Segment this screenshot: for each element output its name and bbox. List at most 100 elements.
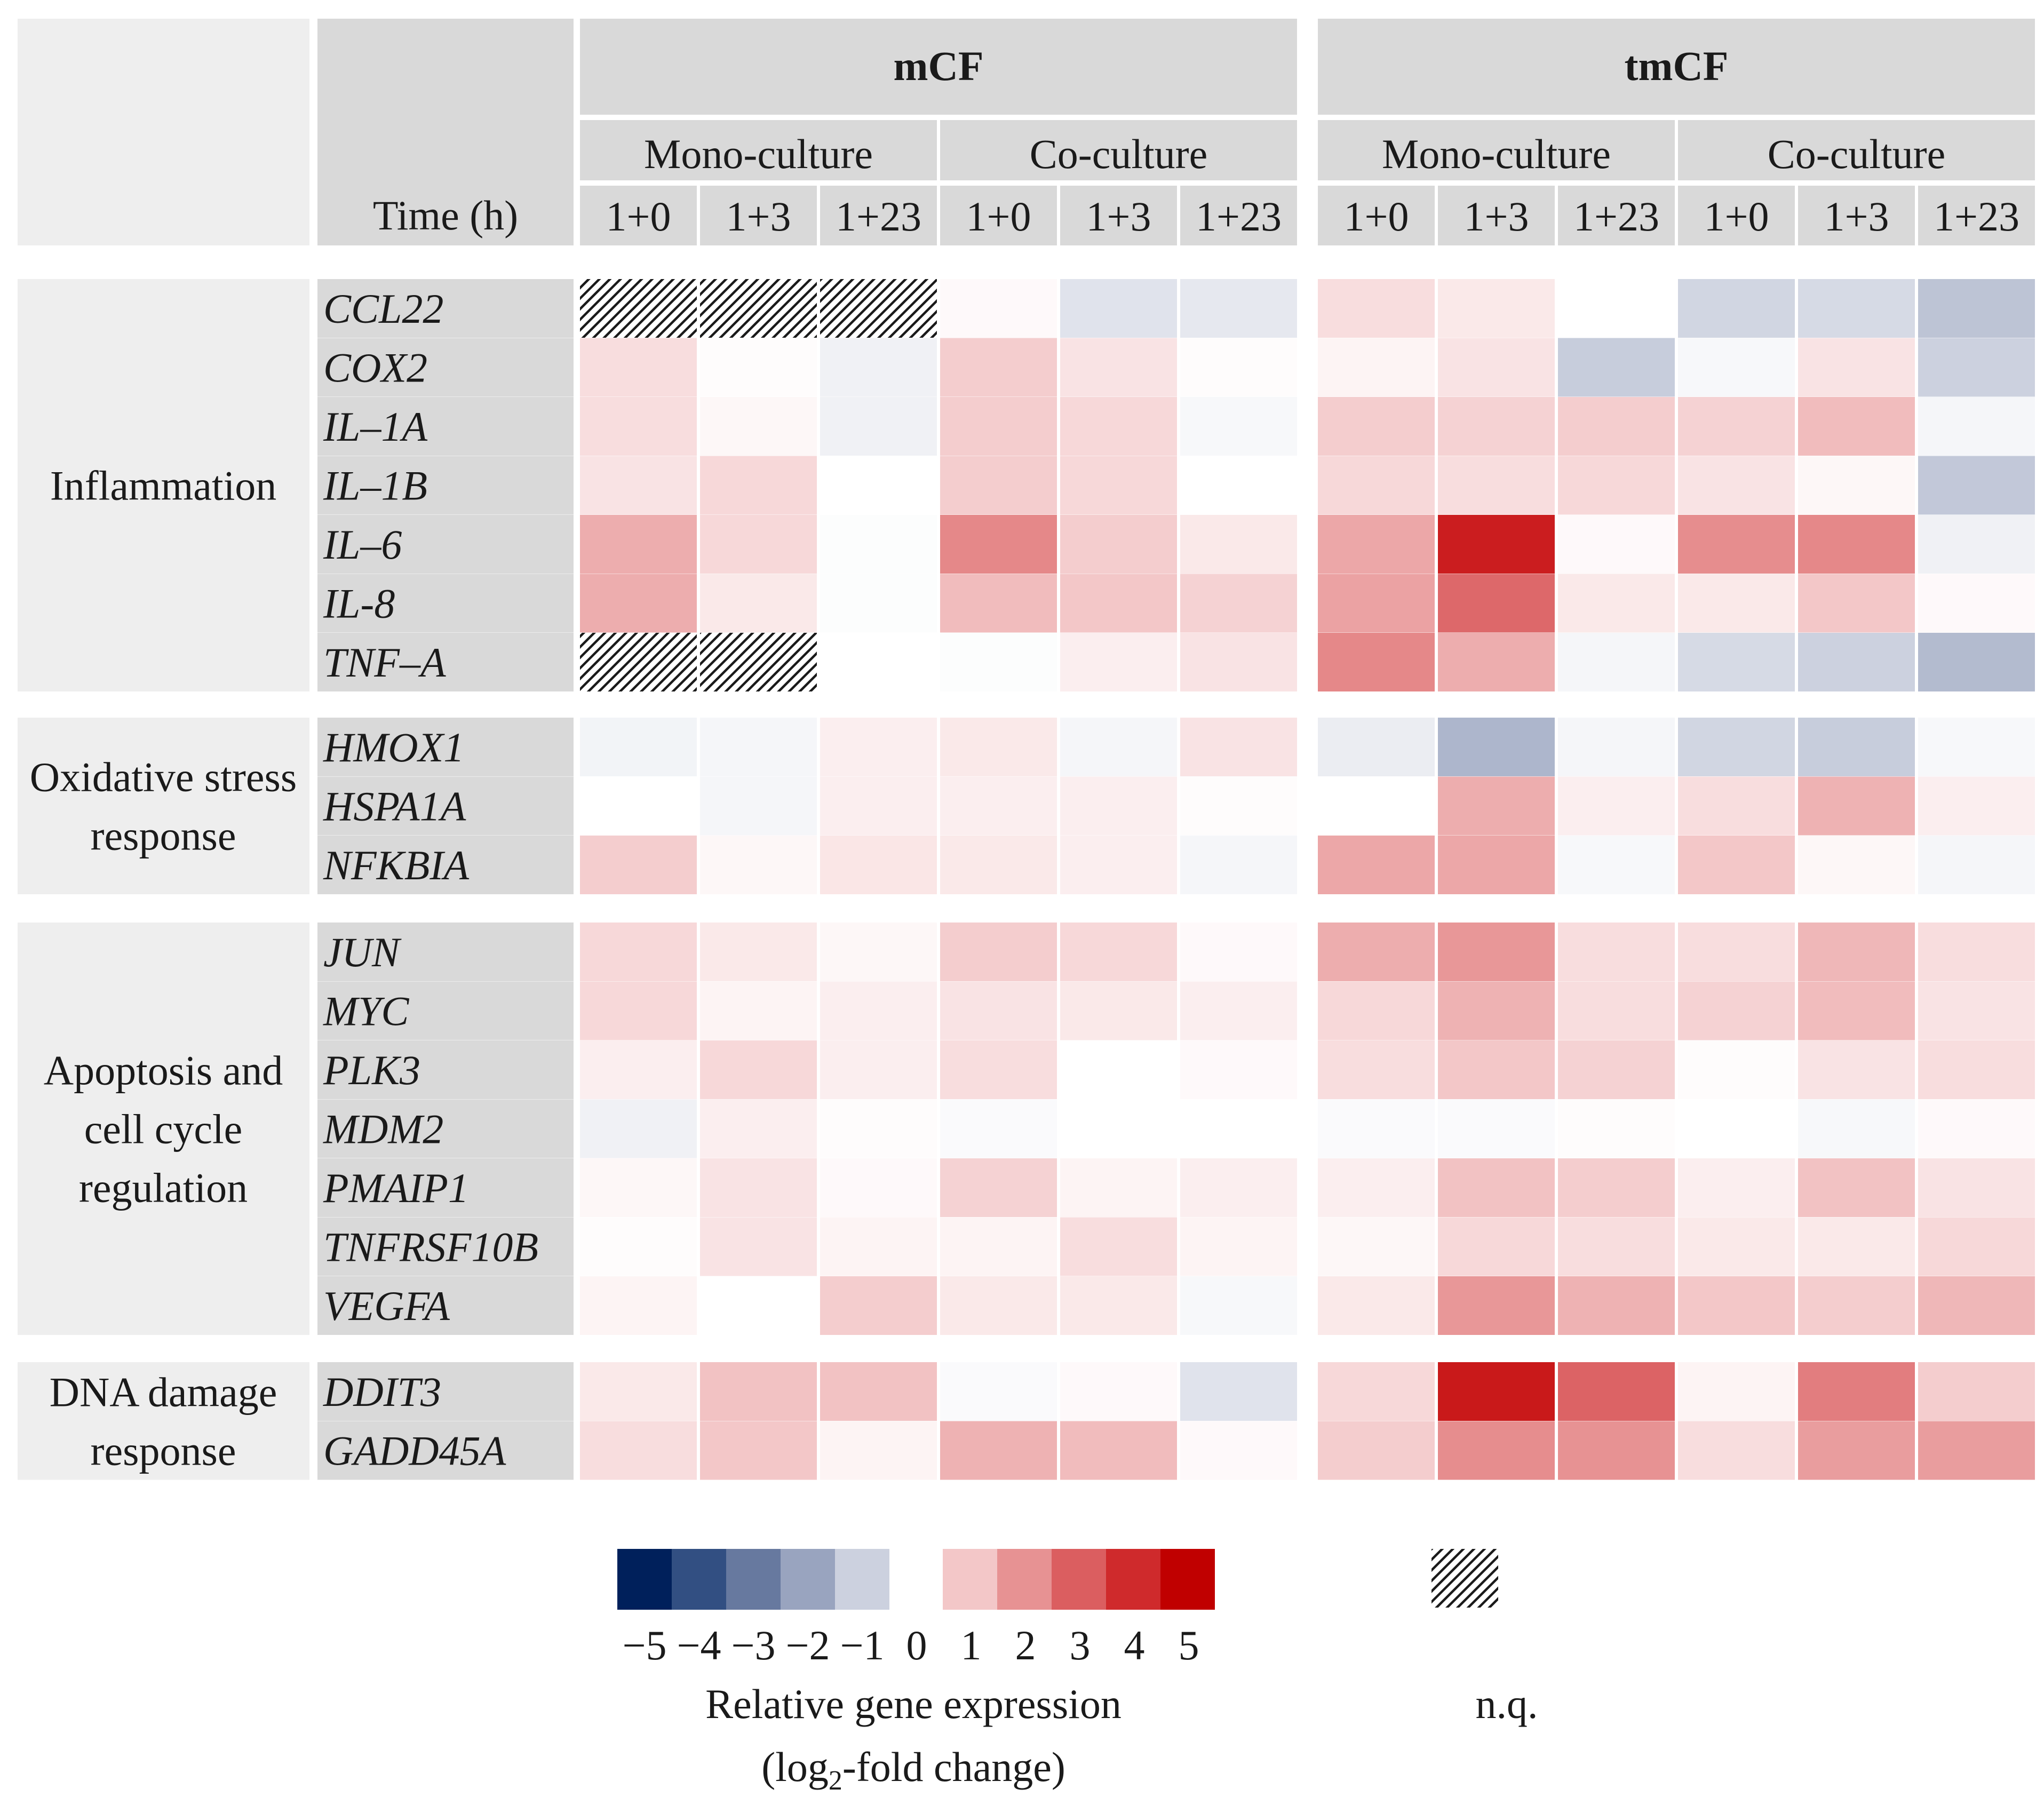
time-point-label: 1+3 — [1824, 193, 1889, 240]
nq-swatch — [1431, 1549, 1498, 1608]
heatmap-cell — [1558, 776, 1675, 836]
heatmap-cell — [1918, 456, 2035, 515]
heatmap-cell — [580, 836, 697, 894]
colorbar-swatch — [943, 1549, 997, 1610]
heatmap-cell — [1678, 836, 1795, 894]
heatmap-cell-nq — [580, 633, 697, 691]
heatmap-cell — [1060, 1040, 1177, 1099]
heatmap-cell — [1918, 1362, 2035, 1421]
heatmap-cell — [1318, 776, 1435, 836]
gene-label: PMAIP1 — [323, 1165, 469, 1211]
heatmap-cell — [1798, 633, 1915, 691]
heatmap-cell — [700, 1158, 817, 1217]
heatmap-cell — [700, 1362, 817, 1421]
group-label: Oxidative stress — [30, 754, 297, 800]
table-row: TNF–A — [317, 633, 2035, 691]
gene-label-cell — [317, 981, 574, 1040]
heatmap-cell — [1438, 836, 1555, 894]
heatmap-cell — [1060, 1217, 1177, 1276]
heatmap-cell — [1798, 981, 1915, 1040]
culture-header — [1318, 120, 1675, 180]
heatmap-cell — [1060, 981, 1177, 1040]
heatmap-cell — [1318, 456, 1435, 515]
header-corner-cell — [18, 19, 309, 245]
heatmap-cell-nq — [700, 633, 817, 691]
time-point-header — [820, 186, 937, 245]
culture-header — [940, 120, 1297, 180]
heatmap-cell — [580, 1362, 697, 1421]
time-header-label: Time (h) — [373, 192, 518, 238]
group-label: Inflammation — [50, 463, 277, 509]
gene-label: IL–6 — [323, 521, 402, 568]
heatmap-cell — [940, 981, 1057, 1040]
heatmap-cell — [1438, 633, 1555, 691]
heatmap-cell — [1918, 1217, 2035, 1276]
heatmap-cell — [1558, 1362, 1675, 1421]
heatmap-cell — [1060, 338, 1177, 397]
heatmap-cell — [1180, 1158, 1297, 1217]
heatmap-cell — [700, 776, 817, 836]
heatmap-cell — [940, 836, 1057, 894]
heatmap-cell — [1798, 574, 1915, 633]
heatmap-cell — [1678, 776, 1795, 836]
time-point-label: 1+3 — [1086, 193, 1151, 240]
heatmap-cell — [940, 1158, 1057, 1217]
heatmap-cell — [1798, 836, 1915, 894]
heatmap-cell — [1558, 1099, 1675, 1158]
heatmap-cell — [1678, 515, 1795, 574]
colorbar-tick-label: 2 — [1015, 1622, 1036, 1668]
group-label: response — [91, 813, 236, 859]
heatmap-cell — [1318, 981, 1435, 1040]
heatmap-cell — [700, 1040, 817, 1099]
heatmap-cell — [1438, 397, 1555, 456]
heatmap-cell — [1180, 515, 1297, 574]
heatmap-cell — [1438, 338, 1555, 397]
heatmap-cell — [1060, 1158, 1177, 1217]
colorbar-tick-label: 3 — [1070, 1622, 1091, 1668]
time-point-label: 1+23 — [836, 193, 921, 240]
heatmap-cell — [1798, 456, 1915, 515]
heatmap-cell — [1180, 776, 1297, 836]
heatmap-cell — [1060, 923, 1177, 981]
culture-label: Mono-culture — [644, 131, 873, 177]
gene-label: MDM2 — [323, 1106, 443, 1152]
heatmap-cell — [1060, 836, 1177, 894]
heatmap-cell — [1318, 1362, 1435, 1421]
heatmap-cell — [820, 1362, 937, 1421]
heatmap-cell — [1438, 981, 1555, 1040]
colorbar-tick-label: 5 — [1179, 1622, 1199, 1668]
colorbar-tick-label: 1 — [961, 1622, 982, 1668]
culture-label: Co-culture — [1030, 131, 1208, 177]
group-apoptosis-and-cell-cycle-regulation: Apoptosis and cell cycle regulation JUN MYC P… — [18, 923, 2035, 1335]
colorbar-tick-label: 4 — [1124, 1622, 1145, 1668]
group-label: regulation — [79, 1165, 248, 1211]
table-row: GADD45A — [317, 1421, 2035, 1480]
legend: −5 −4 −3 −2 −1 0 1 2 3 4 5 Relative gene expressio… — [617, 1549, 1538, 1796]
cell-line-header-mcf — [580, 19, 1297, 115]
heatmap-cell — [580, 981, 697, 1040]
heatmap-cell — [1180, 981, 1297, 1040]
heatmap-cell — [940, 1421, 1057, 1480]
heatmap-cell — [1180, 1217, 1297, 1276]
colorbar-swatch — [726, 1549, 781, 1610]
colorbar-tick-label: −4 — [677, 1622, 721, 1668]
heatmap-cell — [1558, 1158, 1675, 1217]
heatmap-cell — [1558, 456, 1675, 515]
heatmap-cell — [1558, 923, 1675, 981]
heatmap-cell — [1438, 1421, 1555, 1480]
time-point-header — [1558, 186, 1675, 245]
heatmap-cell — [1438, 456, 1555, 515]
heatmap-cell — [1918, 574, 2035, 633]
time-point-label: 1+0 — [1344, 193, 1409, 240]
heatmap-cell — [820, 1040, 937, 1099]
gene-label-cell — [317, 397, 574, 456]
heatmap-cell — [1180, 633, 1297, 691]
heatmap-cell — [1318, 279, 1435, 338]
table-row: IL–6 — [317, 515, 2035, 574]
table-row: HSPA1A — [317, 776, 2035, 836]
time-point-header — [1798, 186, 1915, 245]
heatmap-cell — [1438, 515, 1555, 574]
gene-label: TNFRSF10B — [323, 1224, 538, 1270]
heatmap-cell — [1060, 279, 1177, 338]
gene-label: IL-8 — [323, 581, 395, 627]
